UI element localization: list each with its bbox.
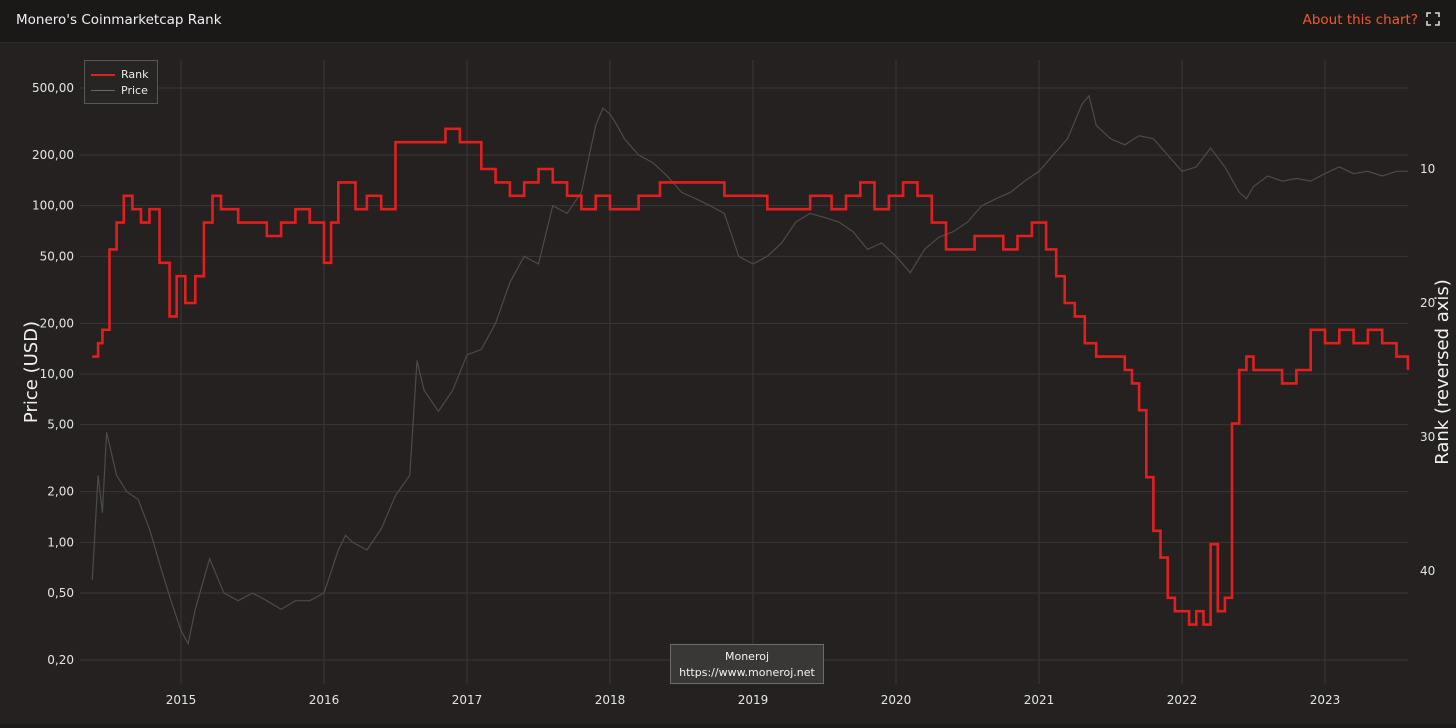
y-left-tick-label: 200,00 [32, 148, 74, 162]
x-tick-label: 2022 [1167, 693, 1198, 707]
y-right-tick-label: 20 [1420, 296, 1435, 310]
y-left-tick-label: 50,00 [40, 249, 74, 263]
chart-area: 0,20 0,50 1,00 2,00 5,00 10,00 20,00 50,00 100,0… [0, 43, 1456, 724]
y-left-tick-label: 10,00 [40, 367, 74, 381]
price-series-line [91, 94, 1408, 646]
y-left-tick-label: 100,00 [32, 199, 74, 213]
x-tick-label: 2017 [452, 693, 483, 707]
legend-label-price: Price [121, 84, 148, 97]
credit-box: Moneroj https://www.moneroj.net [670, 644, 824, 684]
x-tick-label: 2015 [166, 693, 197, 707]
y-left-tick-label: 1,00 [47, 535, 74, 549]
y-right-tick-label: 40 [1420, 564, 1435, 578]
chart-header: Monero's Coinmarketcap Rank About this c… [0, 0, 1456, 43]
chart-svg: 0,20 0,50 1,00 2,00 5,00 10,00 20,00 50,00 100,0… [21, 60, 1453, 707]
x-tick-label: 2023 [1310, 693, 1341, 707]
y-left-tick-label: 500,00 [32, 81, 74, 95]
x-tick-label: 2021 [1024, 693, 1055, 707]
y-left-tick-label: 0,20 [47, 653, 74, 667]
legend: Rank Price [84, 60, 158, 104]
y-left-tick-label: 2,00 [47, 485, 74, 499]
x-tick-label: 2019 [738, 693, 769, 707]
y-left-tick-label: 20,00 [40, 316, 74, 330]
expand-icon[interactable] [1426, 12, 1440, 26]
rank-series-line [92, 127, 1410, 626]
legend-swatch-price [91, 90, 115, 91]
legend-label-rank: Rank [121, 68, 149, 81]
x-tick-label: 2016 [309, 693, 340, 707]
y-left-tick-label: 0,50 [47, 586, 74, 600]
y-left-axis-title: Price (USD) [21, 321, 42, 423]
credit-name: Moneroj [724, 650, 770, 663]
y-right-axis-title: Rank (reversed axis) [1432, 279, 1453, 465]
about-chart-link[interactable]: About this chart? [1302, 12, 1418, 28]
credit-url[interactable]: https://www.moneroj.net [679, 666, 815, 679]
y-left-tick-label: 5,00 [47, 418, 74, 432]
y-right-tick-label: 10 [1420, 162, 1435, 176]
x-tick-label: 2020 [881, 693, 912, 707]
y-right-tick-label: 30 [1420, 430, 1435, 444]
legend-swatch-rank [91, 74, 115, 76]
x-tick-label: 2018 [595, 693, 626, 707]
page-title: Monero's Coinmarketcap Rank [16, 12, 222, 28]
